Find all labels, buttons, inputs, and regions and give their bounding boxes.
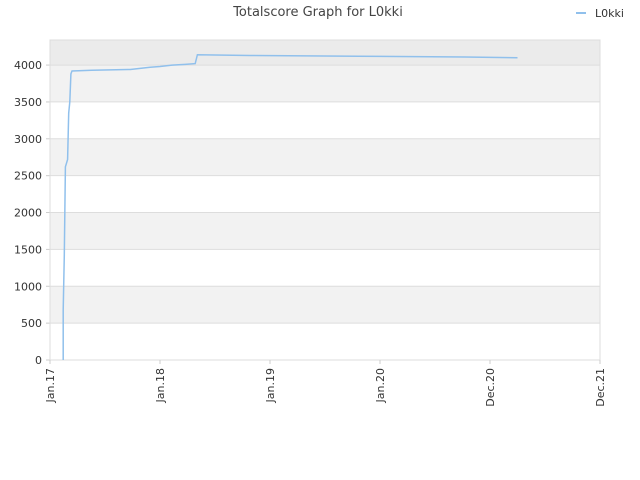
plot-border [49,39,601,361]
y-tick-label: 0 [35,354,42,367]
y-tick-label: 1000 [14,280,42,293]
plot-band [50,40,600,66]
y-tick-label: 500 [21,317,42,330]
y-tick-label: 3500 [14,96,42,109]
x-tick-label: Jan.17 [44,368,57,403]
x-tick-label: Jan.18 [154,368,167,403]
x-tick-label: Jan.19 [264,368,277,403]
y-tick-label: 2000 [14,207,42,220]
x-tick-label: Dec.21 [594,368,607,407]
x-tick-label: Dec.20 [484,368,497,407]
x-tick-label: Jan.20 [374,368,387,403]
y-tick-label: 3000 [14,133,42,146]
plot-band [50,212,600,250]
y-tick-label: 4000 [14,59,42,72]
y-tick-label: 1500 [14,243,42,256]
plot-band [50,65,600,102]
chart-title: Totalscore Graph for L0kki [232,5,403,20]
legend-label: L0kki [595,7,624,20]
plot-band [50,286,600,324]
plot-band [50,138,600,176]
y-tick-label: 2500 [14,170,42,183]
data-line [62,53,518,360]
